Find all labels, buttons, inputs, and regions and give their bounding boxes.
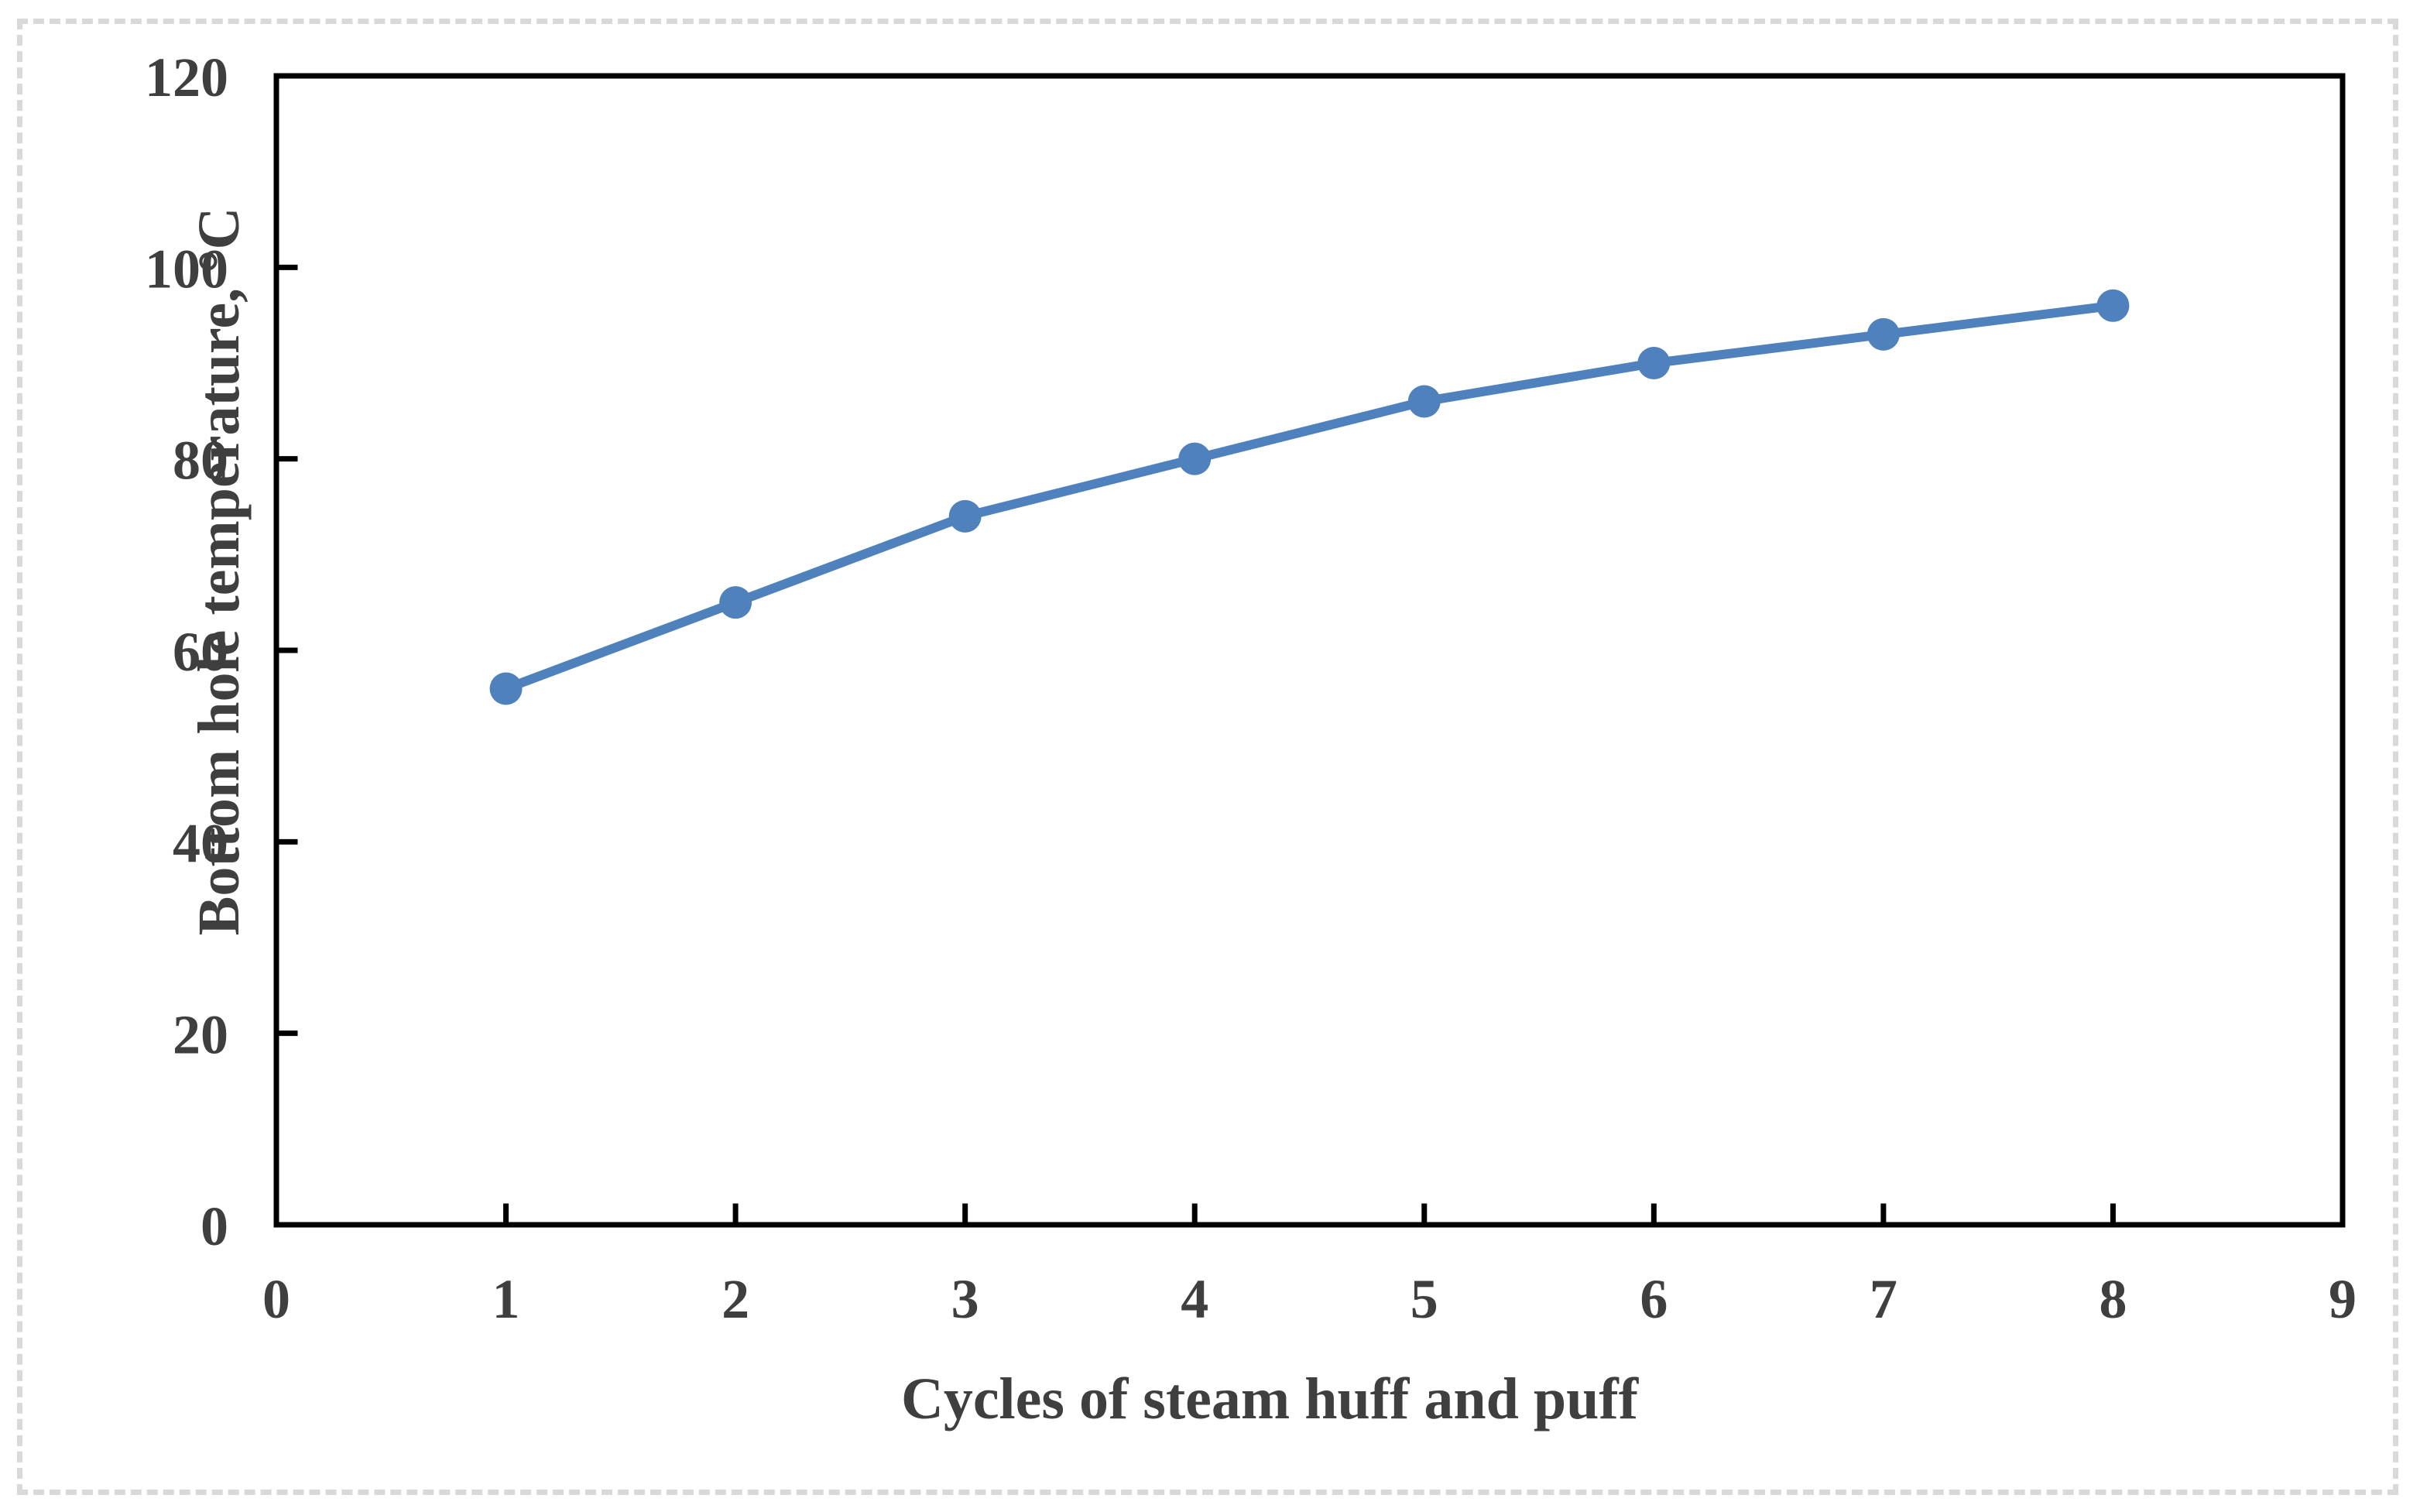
series-line (501, 300, 2118, 694)
data-point (719, 586, 752, 619)
y-tick-label: 40 (173, 812, 228, 874)
x-tick-label: 9 (2329, 1268, 2357, 1330)
data-point (489, 672, 523, 705)
x-tick-label: 6 (1640, 1268, 1668, 1330)
x-tick-label: 1 (492, 1268, 520, 1330)
x-tick-label: 4 (1181, 1268, 1208, 1330)
data-point (2096, 289, 2130, 322)
plot-frame (273, 73, 2346, 1228)
x-tick-label: 8 (2099, 1268, 2127, 1330)
data-point (1407, 385, 1441, 418)
y-tick-label: 120 (145, 46, 228, 108)
y-tick-label: 80 (173, 430, 228, 492)
y-axis-title: Bottom hole temperature, °C (187, 207, 252, 936)
x-tick-label: 5 (1411, 1268, 1438, 1330)
x-tick-label: 0 (262, 1268, 290, 1330)
data-point (1637, 347, 1671, 379)
data-point (948, 499, 982, 533)
data-point (1866, 317, 1900, 351)
x-tick-label: 3 (951, 1268, 979, 1330)
y-tick-label: 100 (145, 238, 228, 300)
x-tick-label: 7 (1870, 1268, 1897, 1330)
y-tick-label: 20 (173, 1004, 228, 1066)
y-tick-label: 60 (173, 621, 228, 683)
y-tick-label: 0 (201, 1195, 228, 1257)
x-tick-label: 2 (722, 1268, 749, 1330)
data-point (1178, 442, 1212, 475)
x-axis-title: Cycles of steam huff and puff (901, 1366, 1640, 1431)
